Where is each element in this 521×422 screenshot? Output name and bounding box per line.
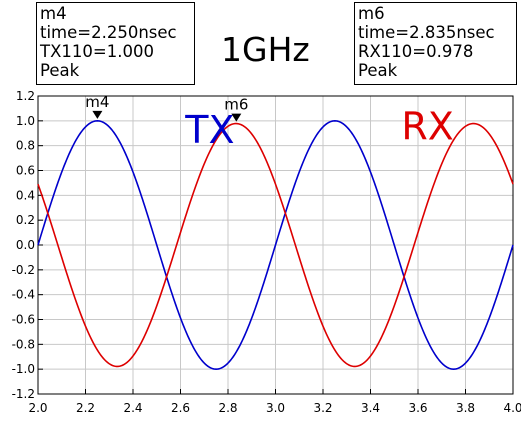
y-tick-label: 0.8 — [16, 139, 35, 153]
marker-m6-triangle — [231, 113, 242, 122]
marker-m6-kind: Peak — [358, 61, 398, 80]
marker-m4-name: m4 — [40, 4, 67, 23]
marker-m4-value: TX110=1.000 — [40, 42, 154, 61]
y-tick-label: 1.2 — [16, 89, 35, 103]
y-tick-label: -0.4 — [12, 288, 35, 302]
y-tick-label: -1.0 — [12, 362, 35, 376]
series-line-tx — [37, 120, 514, 370]
x-tick-label: 2.8 — [218, 401, 237, 415]
marker-m6-value: RX110=0.978 — [358, 42, 474, 61]
y-tick-label: -0.2 — [12, 263, 35, 277]
x-tick-label: 2.6 — [171, 401, 190, 415]
series-label-rx: RX — [401, 104, 453, 148]
series-label-tx: TX — [184, 108, 234, 152]
marker-m4-time: time=2.250nsec — [40, 23, 177, 42]
marker-m4-readout: m4 time=2.250nsec TX110=1.000 Peak — [36, 2, 195, 85]
x-tick-label: 2.2 — [76, 401, 95, 415]
marker-m6-readout: m6 time=2.835nsec RX110=0.978 Peak — [354, 2, 517, 85]
y-tick-label: 0.2 — [16, 213, 35, 227]
marker-m4-kind: Peak — [40, 61, 80, 80]
marker-m6-name: m6 — [358, 4, 385, 23]
marker-m4-triangle — [92, 110, 103, 119]
y-tick-label: 0.0 — [16, 238, 35, 252]
y-tick-label: 0.6 — [16, 164, 35, 178]
marker-m6-time: time=2.835nsec — [358, 23, 495, 42]
x-tick-label: 2.0 — [28, 401, 47, 415]
y-tick-label: -1.2 — [12, 387, 35, 401]
x-tick-label: 3.6 — [408, 401, 427, 415]
x-tick-label: 3.0 — [266, 401, 285, 415]
marker-m6-label: m6 — [224, 96, 248, 114]
x-tick-label: 2.4 — [123, 401, 142, 415]
chart-title: 1GHz — [221, 30, 310, 69]
x-tick-label: 3.8 — [456, 401, 475, 415]
x-tick-label: 4.0 — [503, 401, 521, 415]
y-tick-label: -0.6 — [12, 313, 35, 327]
x-tick-label: 3.4 — [361, 401, 380, 415]
x-tick-label: 3.2 — [313, 401, 332, 415]
y-tick-label: 0.4 — [16, 188, 35, 202]
y-tick-label: 1.0 — [16, 114, 35, 128]
y-tick-label: -0.8 — [12, 337, 35, 351]
series-line-rx — [37, 122, 514, 368]
marker-m4-label: m4 — [85, 93, 109, 111]
